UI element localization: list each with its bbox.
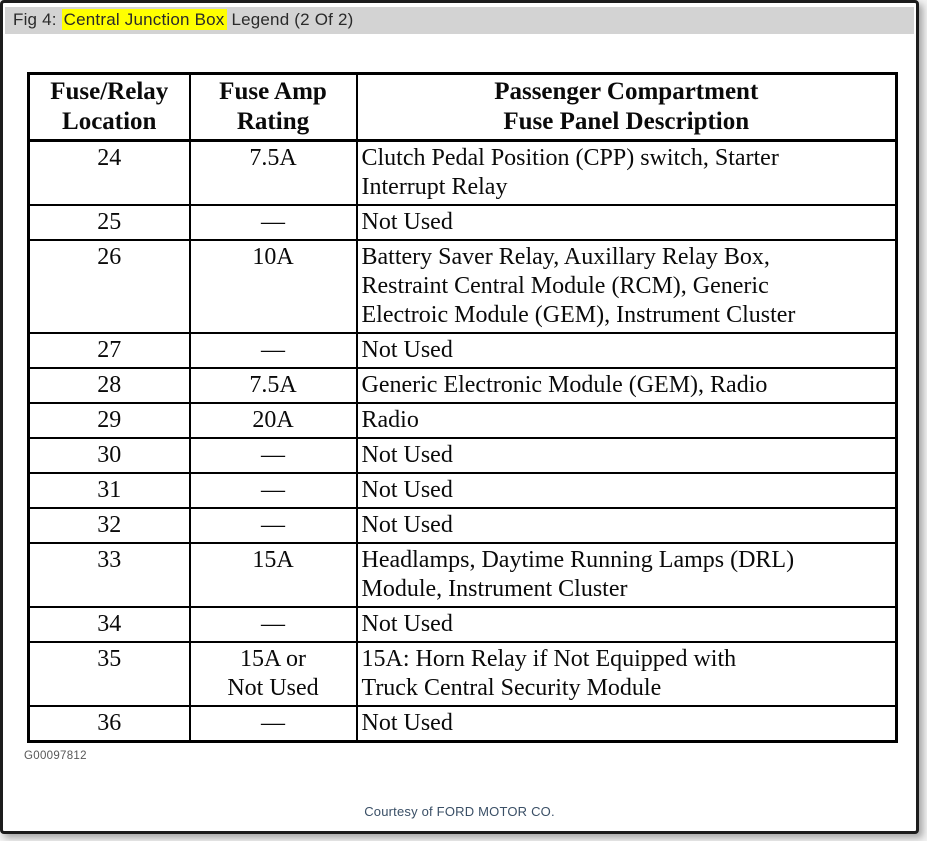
cell-location: 27	[27, 332, 191, 369]
cell-location: 33	[27, 542, 191, 608]
cell-rating: 10A	[188, 239, 358, 334]
cell-description: Headlamps, Daytime Running Lamps (DRL) M…	[355, 542, 898, 608]
cell-rating: —	[188, 332, 358, 369]
cell-description: Not Used	[355, 437, 898, 474]
table-row: 24 7.5A Clutch Pedal Position (CPP) swit…	[27, 139, 898, 206]
cell-description: Radio	[355, 402, 898, 439]
caption-highlight: Central Junction Box	[61, 9, 227, 30]
cell-description: Not Used	[355, 472, 898, 509]
cell-location: 26	[27, 239, 191, 334]
cell-rating: —	[188, 705, 358, 743]
cell-description: Battery Saver Relay, Auxillary Relay Box…	[355, 239, 898, 334]
fuse-table-container: Fuse/Relay Location Fuse Amp Rating Pass…	[27, 72, 916, 743]
table-row: 27 — Not Used	[27, 332, 898, 369]
table-header-row: Fuse/Relay Location Fuse Amp Rating Pass…	[27, 72, 898, 142]
table-row: 31 — Not Used	[27, 472, 898, 509]
table-row: 28 7.5A Generic Electronic Module (GEM),…	[27, 367, 898, 404]
caption-suffix: Legend (2 Of 2)	[226, 10, 354, 29]
cell-location: 34	[27, 606, 191, 643]
cell-description: Not Used	[355, 606, 898, 643]
cell-location: 31	[27, 472, 191, 509]
cell-rating: —	[188, 606, 358, 643]
cell-rating: 7.5A	[188, 367, 358, 404]
cell-location: 32	[27, 507, 191, 544]
figure-caption-bar: Fig 4: Central Junction Box Legend (2 Of…	[5, 7, 914, 34]
fuse-legend-table: Fuse/Relay Location Fuse Amp Rating Pass…	[27, 72, 898, 743]
table-row: 29 20A Radio	[27, 402, 898, 439]
cell-description: Generic Electronic Module (GEM), Radio	[355, 367, 898, 404]
cell-location: 24	[27, 139, 191, 206]
cell-description: Not Used	[355, 332, 898, 369]
cell-location: 30	[27, 437, 191, 474]
table-row: 30 — Not Used	[27, 437, 898, 474]
header-fuse-amp-rating: Fuse Amp Rating	[188, 72, 358, 142]
courtesy-note: Courtesy of FORD MOTOR CO.	[364, 804, 555, 819]
cell-location: 25	[27, 204, 191, 241]
cell-rating: 7.5A	[188, 139, 358, 206]
cell-description: 15A: Horn Relay if Not Equipped with Tru…	[355, 641, 898, 707]
cell-rating: —	[188, 472, 358, 509]
caption-prefix: Fig 4:	[13, 10, 62, 29]
cell-location: 29	[27, 402, 191, 439]
cell-rating: —	[188, 507, 358, 544]
cell-location: 28	[27, 367, 191, 404]
cell-rating: —	[188, 437, 358, 474]
table-row: 25 — Not Used	[27, 204, 898, 241]
table-row: 33 15A Headlamps, Daytime Running Lamps …	[27, 542, 898, 608]
header-fuse-relay-location: Fuse/Relay Location	[27, 72, 191, 142]
cell-description: Not Used	[355, 507, 898, 544]
table-row: 32 — Not Used	[27, 507, 898, 544]
cell-rating: 15A or Not Used	[188, 641, 358, 707]
table-row: 36 — Not Used	[27, 705, 898, 743]
cell-rating: 20A	[188, 402, 358, 439]
cell-description: Not Used	[355, 204, 898, 241]
cell-location: 35	[27, 641, 191, 707]
cell-description: Clutch Pedal Position (CPP) switch, Star…	[355, 139, 898, 206]
cell-location: 36	[27, 705, 191, 743]
table-row: 34 — Not Used	[27, 606, 898, 643]
table-row: 26 10A Battery Saver Relay, Auxillary Re…	[27, 239, 898, 334]
figure-id: G00097812	[24, 750, 87, 762]
header-panel-description: Passenger Compartment Fuse Panel Descrip…	[355, 72, 898, 142]
cell-rating: —	[188, 204, 358, 241]
cell-description: Not Used	[355, 705, 898, 743]
table-row: 35 15A or Not Used 15A: Horn Relay if No…	[27, 641, 898, 707]
cell-rating: 15A	[188, 542, 358, 608]
